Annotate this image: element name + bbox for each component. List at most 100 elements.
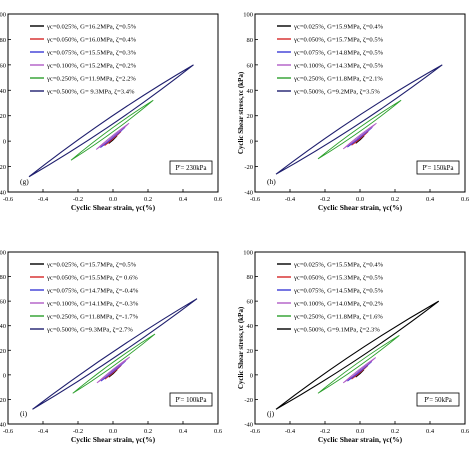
x-tick-label: 0.4 [179, 196, 188, 203]
x-tick-label: 0.4 [179, 428, 188, 435]
hysteresis-loop [317, 99, 402, 160]
pressure-box [416, 160, 460, 175]
y-tick-label: 0 [250, 372, 253, 379]
x-tick-label: -0.4 [285, 428, 296, 435]
panel-label: (h) [267, 177, 276, 186]
y-tick-label: 20 [0, 348, 6, 355]
x-axis-label: Cyclic Shear strain, γc(%) [71, 203, 156, 212]
legend-entry: γc=0.025%, G=15.7MPa, ζ=0.5% [46, 262, 137, 269]
y-tick-label: 60 [247, 299, 254, 306]
y-tick-label: -40 [244, 422, 253, 429]
x-tick-label: 0.2 [391, 196, 399, 203]
x-tick-label: -0.2 [320, 428, 330, 435]
legend-entry: γc=0.075%, G=14.7MPa, ζ=-0.4% [46, 288, 139, 295]
y-tick-label: 100 [243, 250, 253, 257]
y-axis-label: Cyclic Shear stress,τc (kPa) [237, 306, 245, 389]
legend-entry: γc=0.100%, G=15.2MPa, ζ=0.2% [46, 63, 137, 70]
y-tick-label: 100 [243, 12, 253, 19]
hysteresis-loop [72, 333, 156, 394]
y-tick-label: -20 [0, 397, 6, 404]
x-tick-label: -0.6 [3, 428, 14, 435]
x-tick-label: 0.6 [461, 196, 470, 203]
legend-entry: γc=0.500%, G= 9.3MPa, ζ=3.4% [46, 89, 135, 96]
x-tick-label: -0.4 [285, 196, 296, 203]
pressure-label: P'= 100kPa [176, 397, 207, 404]
panel-label: (g) [20, 177, 29, 186]
y-tick-label: 60 [0, 299, 6, 306]
y-tick-label: 80 [247, 274, 254, 281]
chart-panel: -40 -20 0 20 40 60 80 100 -0.6 -0.4 -0.2 0.0 0.2 0.4 0… [0, 250, 223, 445]
y-tick-label: 20 [247, 348, 254, 355]
y-tick-label: 40 [247, 323, 254, 330]
x-tick-label: 0.2 [144, 196, 152, 203]
chart-panel: -40 -20 0 20 40 60 80 100 -0.6 -0.4 -0.2 0.0 0.2 0.4 0… [237, 250, 470, 445]
x-tick-label: 0.2 [391, 428, 399, 435]
panel-label: (i) [20, 409, 28, 418]
y-tick-label: 0 [3, 372, 6, 379]
legend-entry: γc=0.250%, G=11.9MPa, ζ=2.2% [46, 76, 136, 83]
legend-entry: γc=0.025%, G=16.2MPa, ζ=0.5% [46, 24, 137, 31]
y-tick-label: 80 [247, 37, 254, 44]
legend-entry: γc=0.500%, G=9.1MPa, ζ=2.3% [293, 327, 380, 334]
legend-entry: γc=0.050%, G=15.7MPa, ζ=0.5% [293, 37, 384, 44]
pressure-label: P'= 150kPa [423, 165, 454, 172]
pressure-box [169, 392, 213, 407]
x-tick-label: -0.6 [250, 428, 261, 435]
y-tick-label: 20 [247, 113, 254, 120]
x-tick-label: 0.0 [109, 428, 117, 435]
y-tick-label: 60 [0, 62, 6, 69]
y-tick-label: 40 [247, 88, 254, 95]
x-tick-label: 0.0 [109, 196, 117, 203]
y-tick-label: 100 [0, 12, 6, 19]
legend-entry: γc=0.050%, G=16.0MPa, ζ=0.4% [46, 37, 137, 44]
y-tick-label: -40 [244, 190, 253, 197]
hysteresis-loop [342, 357, 377, 384]
legend-entry: γc=0.100%, G=14.0MPa, ζ=0.2% [293, 301, 384, 308]
legend-entry: γc=0.050%, G=15.3MPa, ζ=0.5% [293, 275, 384, 282]
legend-entry: γc=0.100%, G=14.3MPa, ζ=0.5% [293, 63, 384, 70]
x-tick-label: -0.4 [38, 196, 49, 203]
y-tick-label: -40 [0, 422, 6, 429]
y-tick-label: 100 [0, 250, 6, 257]
x-tick-label: -0.2 [73, 196, 83, 203]
x-tick-label: 0.6 [461, 428, 470, 435]
panel-label: (j) [267, 409, 275, 418]
x-axis-label: Cyclic Shear strain, γc(%) [318, 203, 403, 212]
y-tick-label: 80 [0, 274, 6, 281]
x-tick-label: 0.6 [214, 428, 223, 435]
hysteresis-loop [317, 334, 400, 394]
legend-entry: γc=0.075%, G=15.5MPa, ζ=0.3% [46, 50, 137, 57]
legend-entry: γc=0.050%, G=15.5MPa, ζ= 0.6% [46, 275, 138, 282]
hysteresis-loop [32, 298, 198, 410]
x-tick-label: -0.6 [3, 196, 14, 203]
y-tick-label: 40 [0, 323, 6, 330]
hysteresis-loop [96, 356, 131, 384]
x-tick-label: -0.6 [250, 196, 261, 203]
pressure-label: P'= 230kPa [176, 165, 207, 172]
x-tick-label: 0.4 [426, 196, 435, 203]
x-tick-label: -0.2 [320, 196, 330, 203]
y-axis-label: Cyclic Shear stress,τc (kPa) [237, 71, 245, 154]
legend-entry: γc=0.500%, G=9.3MPa, ζ=2.7% [46, 327, 133, 334]
legend-entry: γc=0.025%, G=15.5MPa, ζ=0.4% [293, 262, 384, 269]
y-tick-label: 40 [0, 88, 6, 95]
y-tick-label: -20 [0, 164, 6, 171]
hysteresis-loop [342, 122, 377, 150]
legend-entry: γc=0.250%, G=11.8MPa, ζ=2.1% [293, 76, 383, 83]
y-tick-label: -20 [244, 164, 253, 171]
y-tick-label: -40 [0, 190, 6, 197]
legend-entry: γc=0.500%, G=9.2MPa, ζ=3.5% [293, 89, 380, 96]
hysteresis-loop [95, 122, 130, 150]
y-tick-label: -20 [244, 397, 253, 404]
hysteresis-loop [275, 300, 440, 410]
x-tick-label: 0.4 [426, 428, 435, 435]
pressure-box [169, 160, 213, 175]
pressure-box [416, 392, 460, 407]
hysteresis-loop [275, 64, 443, 175]
hysteresis-loop [70, 99, 154, 161]
x-axis-label: Cyclic Shear strain, γc(%) [71, 435, 156, 444]
x-tick-label: 0.0 [356, 196, 364, 203]
legend-entry: γc=0.025%, G=15.9MPa, ζ=0.4% [293, 24, 384, 31]
chart-panel: -40 -20 0 20 40 60 80 100 -0.6 -0.4 -0.2 0.0 0.2 0.4 0… [237, 12, 470, 213]
